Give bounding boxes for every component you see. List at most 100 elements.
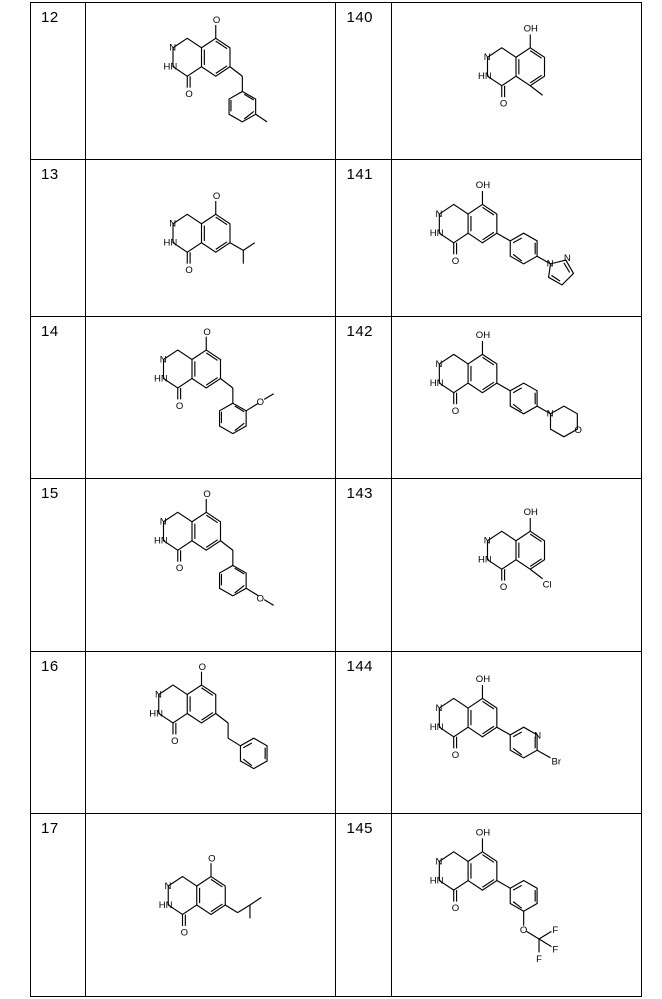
compound-id: 144	[336, 652, 390, 675]
structure-cell: N HN O OH O F F F	[391, 813, 641, 996]
compound-table-page: 12 N HN O O 140 N HN O OH 13	[0, 0, 662, 999]
chem-structure: N HN O O O	[86, 479, 335, 651]
structure-cell: N HN O O	[86, 160, 336, 317]
svg-text:HN: HN	[159, 900, 173, 911]
svg-text:O: O	[452, 256, 459, 267]
svg-text:O: O	[185, 89, 192, 100]
svg-text:Br: Br	[552, 757, 562, 768]
structure-cell: N HN O O O	[86, 317, 336, 479]
svg-text:O: O	[198, 662, 205, 673]
chem-structure: N HN O OH N N	[392, 160, 641, 316]
svg-text:N: N	[155, 689, 162, 700]
id-cell: 17	[31, 813, 86, 996]
svg-text:N: N	[484, 536, 491, 547]
table-row: 12 N HN O O 140 N HN O OH	[31, 3, 642, 160]
svg-text:N: N	[484, 52, 491, 63]
svg-text:N: N	[169, 43, 176, 54]
table-row: 16 N HN O O 144 N HN O OH N Br	[31, 651, 642, 813]
svg-text:N: N	[564, 253, 571, 264]
chem-structure: N HN O OH Cl	[392, 479, 641, 651]
svg-text:N: N	[436, 703, 443, 714]
svg-text:OH: OH	[524, 24, 538, 35]
svg-text:O: O	[213, 15, 220, 26]
id-cell: 14	[31, 317, 86, 479]
chem-structure: N HN O OH	[392, 3, 641, 159]
svg-text:N: N	[436, 209, 443, 220]
svg-text:HN: HN	[478, 555, 492, 566]
svg-text:HN: HN	[430, 876, 444, 887]
compound-id: 13	[31, 160, 85, 183]
svg-text:HN: HN	[430, 722, 444, 733]
id-cell: 12	[31, 3, 86, 160]
svg-text:O: O	[452, 750, 459, 761]
structure-cell: N HN O OH N Br	[391, 651, 641, 813]
svg-text:HN: HN	[430, 378, 444, 389]
compound-id: 141	[336, 160, 390, 183]
id-cell: 143	[336, 479, 391, 652]
svg-text:N: N	[534, 731, 541, 742]
svg-text:N: N	[436, 857, 443, 868]
table-row: 13 N HN O O 141 N HN O OH N N	[31, 160, 642, 317]
svg-text:N: N	[159, 517, 166, 528]
svg-text:HN: HN	[154, 536, 168, 547]
chem-structure: N HN O O	[86, 652, 335, 813]
table-row: 17 N HN O O 145 N HN O OH O F F F	[31, 813, 642, 996]
compound-id: 142	[336, 317, 390, 340]
chem-structure: N HN O OH N O	[392, 317, 641, 478]
svg-text:OH: OH	[524, 508, 538, 519]
svg-text:N: N	[169, 219, 176, 230]
id-cell: 144	[336, 651, 391, 813]
table-row: 15 N HN O O O 143 N HN O OH Cl	[31, 479, 642, 652]
compound-id: 143	[336, 479, 390, 502]
svg-text:O: O	[180, 927, 187, 938]
svg-text:F: F	[553, 945, 559, 956]
chem-structure: N HN O O	[86, 3, 335, 159]
svg-text:O: O	[203, 327, 210, 338]
id-cell: 16	[31, 651, 86, 813]
structure-cell: N HN O OH N N	[391, 160, 641, 317]
svg-text:HN: HN	[430, 228, 444, 239]
compound-id: 14	[31, 317, 85, 340]
svg-text:O: O	[500, 583, 507, 594]
svg-text:O: O	[575, 425, 582, 436]
compound-id: 17	[31, 814, 85, 837]
svg-text:O: O	[452, 406, 459, 417]
svg-text:O: O	[203, 490, 210, 501]
svg-text:OH: OH	[476, 330, 490, 341]
svg-text:HN: HN	[478, 71, 492, 82]
compound-id: 15	[31, 479, 85, 502]
compound-id: 16	[31, 652, 85, 675]
structure-cell: N HN O O	[86, 813, 336, 996]
svg-text:OH: OH	[476, 828, 490, 839]
compound-id: 140	[336, 3, 390, 26]
svg-text:O: O	[208, 853, 215, 864]
svg-text:HN: HN	[163, 62, 177, 73]
svg-text:F: F	[553, 926, 559, 937]
table-row: 14 N HN O O O 142 N HN O OH N O	[31, 317, 642, 479]
chem-structure: N HN O OH O F F F	[392, 814, 641, 996]
svg-text:O: O	[171, 736, 178, 747]
svg-text:O: O	[520, 926, 527, 937]
svg-text:O: O	[500, 99, 507, 110]
svg-text:O: O	[185, 265, 192, 276]
chem-structure: N HN O O O	[86, 317, 335, 478]
svg-text:N: N	[164, 881, 171, 892]
svg-text:N: N	[547, 409, 554, 420]
svg-text:O: O	[256, 397, 263, 408]
svg-text:HN: HN	[154, 373, 168, 384]
svg-text:OH: OH	[476, 180, 490, 191]
compound-id: 145	[336, 814, 390, 837]
id-cell: 141	[336, 160, 391, 317]
structure-cell: N HN O O	[86, 651, 336, 813]
chem-structure: N HN O O	[86, 814, 335, 996]
svg-text:O: O	[176, 401, 183, 412]
svg-text:O: O	[176, 564, 183, 575]
chem-structure: N HN O O	[86, 160, 335, 316]
svg-text:F: F	[536, 954, 542, 965]
id-cell: 142	[336, 317, 391, 479]
compound-table: 12 N HN O O 140 N HN O OH 13	[30, 2, 642, 997]
svg-text:Cl: Cl	[543, 580, 552, 591]
compound-id: 12	[31, 3, 85, 26]
svg-text:O: O	[213, 191, 220, 202]
structure-cell: N HN O O	[86, 3, 336, 160]
